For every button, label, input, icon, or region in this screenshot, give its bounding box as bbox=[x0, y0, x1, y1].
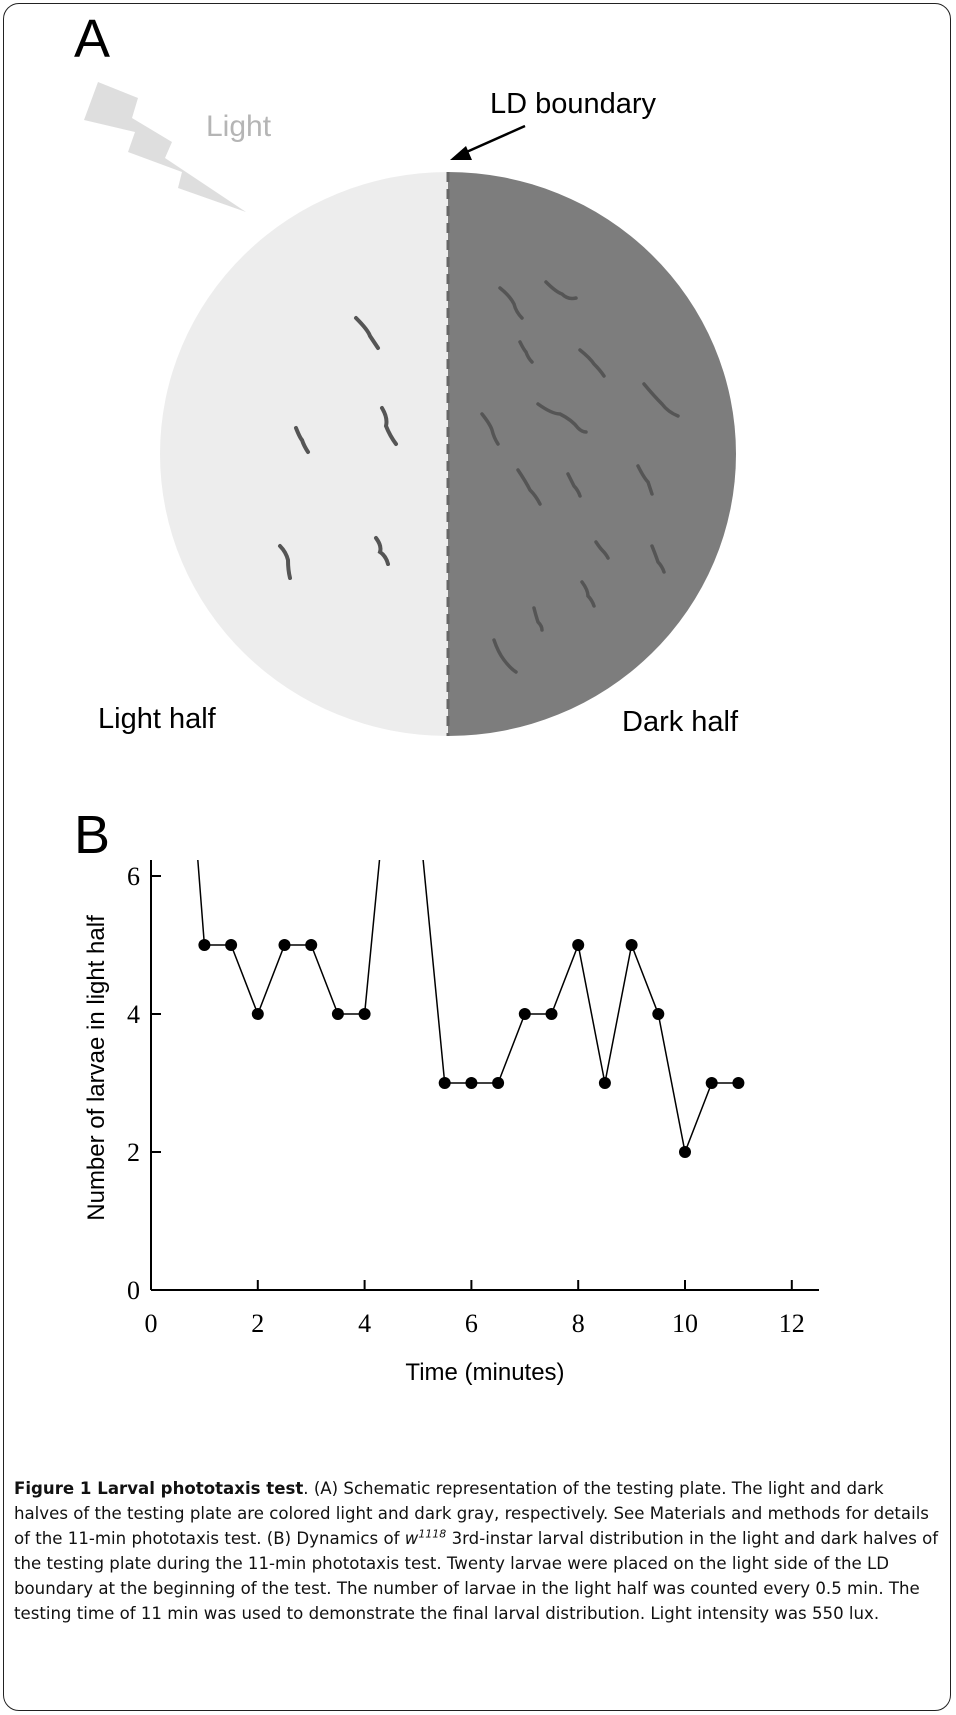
data-point bbox=[438, 1077, 451, 1089]
y-tick-label: 0 bbox=[127, 1276, 140, 1305]
larva bbox=[532, 606, 544, 632]
larva bbox=[492, 638, 518, 674]
x-tick-label: 8 bbox=[572, 1309, 585, 1338]
y-tick-label: 2 bbox=[127, 1138, 140, 1167]
x-tick-label: 2 bbox=[251, 1309, 264, 1338]
data-point bbox=[331, 1008, 344, 1020]
data-point bbox=[251, 1008, 264, 1020]
figure-caption: Figure 1 Larval phototaxis test. (A) Sch… bbox=[14, 1476, 940, 1626]
y-axis-title: Number of larvae in light half bbox=[83, 915, 110, 1221]
larva bbox=[480, 412, 500, 446]
testing-plate-diagram bbox=[84, 82, 736, 736]
caption-title: Figure 1 Larval phototaxis test bbox=[14, 1479, 304, 1498]
series-line bbox=[197, 860, 739, 1155]
larva bbox=[294, 426, 310, 454]
data-point bbox=[358, 1008, 371, 1020]
panel-b-letter: B bbox=[74, 805, 111, 865]
light-half-larvae bbox=[278, 316, 398, 580]
lightning-bolt-icon bbox=[84, 82, 246, 212]
dark-half-label: Dark half bbox=[622, 706, 739, 738]
data-point bbox=[679, 1146, 691, 1158]
larva bbox=[544, 280, 578, 301]
y-tick-label: 6 bbox=[127, 862, 140, 891]
strain-superscript: 1118 bbox=[418, 1527, 447, 1541]
caption-text-part1: . (A) Schematic representation of the te… bbox=[14, 1479, 929, 1548]
data-point bbox=[198, 939, 211, 951]
data-point bbox=[625, 939, 638, 951]
strain-name: w bbox=[404, 1529, 419, 1548]
data-point bbox=[278, 939, 291, 951]
boundary-arrowhead bbox=[450, 146, 472, 160]
data-point bbox=[225, 939, 238, 951]
light-half-label: Light half bbox=[98, 703, 216, 735]
larva bbox=[580, 580, 596, 608]
larva bbox=[650, 544, 666, 574]
larva bbox=[498, 286, 524, 320]
larva bbox=[278, 544, 292, 580]
data-point bbox=[652, 1008, 665, 1020]
dark-half-larvae bbox=[480, 280, 680, 674]
data-point bbox=[305, 939, 318, 951]
larva bbox=[642, 382, 680, 418]
caption-text-part2: 3rd-instar larval distribution in the li… bbox=[14, 1529, 939, 1623]
data-point bbox=[465, 1077, 478, 1089]
y-tick-label: 4 bbox=[127, 1000, 140, 1029]
data-point bbox=[518, 1008, 531, 1020]
larva bbox=[566, 472, 582, 498]
data-point bbox=[705, 1077, 718, 1089]
x-tick-label: 4 bbox=[358, 1309, 371, 1338]
larva bbox=[516, 468, 542, 506]
panel-a-letter: A bbox=[74, 9, 111, 69]
data-point bbox=[572, 939, 585, 951]
larva bbox=[518, 340, 534, 364]
larva bbox=[636, 464, 654, 496]
x-axis-title: Time (minutes) bbox=[405, 1359, 564, 1386]
boundary-arrow bbox=[461, 124, 526, 156]
larva bbox=[374, 536, 390, 566]
x-tick-label: 0 bbox=[145, 1309, 158, 1338]
larva bbox=[536, 402, 588, 434]
data-point bbox=[732, 1077, 745, 1089]
larvae-line-chart: 024681012024681012Time (minutes)Number o… bbox=[83, 860, 819, 1386]
x-tick-label: 10 bbox=[672, 1309, 698, 1338]
x-tick-label: 6 bbox=[465, 1309, 478, 1338]
larva bbox=[594, 540, 610, 560]
larva bbox=[578, 348, 606, 378]
larva bbox=[354, 316, 380, 350]
ld-boundary-label: LD boundary bbox=[490, 88, 657, 120]
light-label: Light bbox=[206, 110, 272, 143]
x-tick-label: 12 bbox=[779, 1309, 805, 1338]
light-half-region bbox=[160, 172, 448, 736]
larva bbox=[380, 406, 398, 446]
dark-half-region bbox=[448, 172, 736, 736]
data-point bbox=[545, 1008, 558, 1020]
data-point bbox=[598, 1077, 611, 1089]
data-point bbox=[492, 1077, 505, 1089]
